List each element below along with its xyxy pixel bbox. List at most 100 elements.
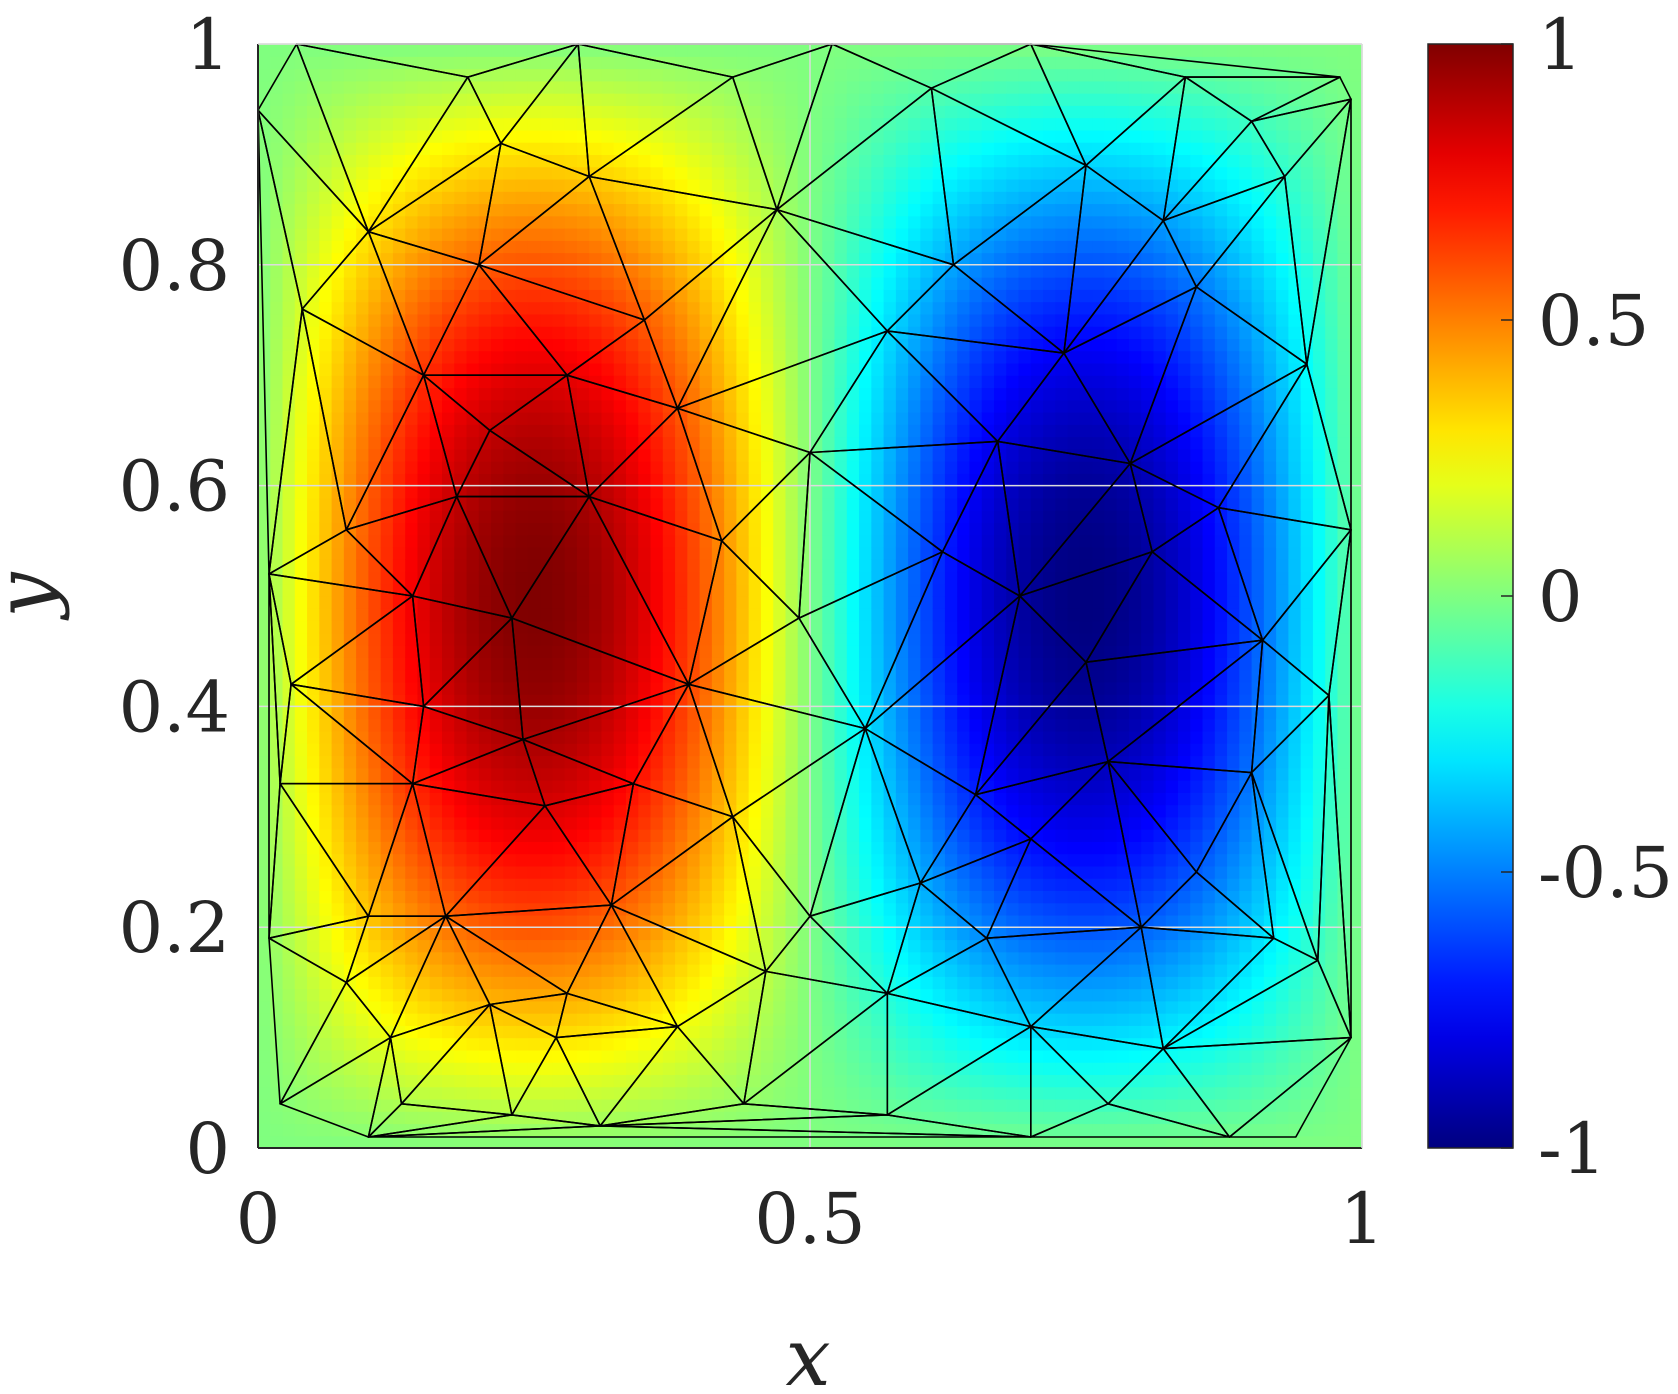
heatmap-cell bbox=[859, 559, 872, 573]
heatmap-cell bbox=[908, 718, 921, 732]
heatmap-cell bbox=[442, 105, 455, 119]
heatmap-cell bbox=[822, 804, 836, 818]
heatmap-cell bbox=[319, 546, 333, 560]
heatmap-cell bbox=[687, 1074, 701, 1088]
heatmap-cell bbox=[932, 1074, 946, 1088]
heatmap-cell bbox=[552, 215, 566, 229]
heatmap-cell bbox=[724, 56, 737, 70]
heatmap-cell bbox=[626, 215, 639, 229]
heatmap-cell bbox=[846, 865, 860, 879]
heatmap-cell bbox=[564, 350, 578, 364]
heatmap-cell bbox=[834, 473, 848, 487]
heatmap-cell bbox=[540, 534, 553, 548]
heatmap-cell bbox=[576, 1074, 590, 1088]
heatmap-cell bbox=[748, 313, 762, 327]
heatmap-cell bbox=[650, 142, 664, 155]
heatmap-cell bbox=[392, 105, 406, 119]
heatmap-cell bbox=[380, 461, 394, 474]
heatmap-cell bbox=[736, 399, 750, 413]
heatmap-cell bbox=[466, 853, 480, 867]
heatmap-cell bbox=[785, 473, 799, 487]
heatmap-cell bbox=[687, 375, 701, 389]
heatmap-cell bbox=[429, 1086, 443, 1100]
heatmap-cell bbox=[662, 387, 676, 401]
heatmap-cell bbox=[527, 706, 541, 720]
heatmap-cell bbox=[871, 228, 885, 241]
heatmap-cell bbox=[429, 657, 443, 671]
heatmap-cell bbox=[785, 743, 799, 757]
heatmap-cell bbox=[662, 939, 676, 953]
heatmap-cell bbox=[699, 203, 713, 217]
heatmap-cell bbox=[319, 277, 333, 290]
heatmap-cell bbox=[760, 338, 774, 352]
heatmap-cell bbox=[908, 473, 921, 487]
heatmap-cell bbox=[846, 902, 860, 916]
heatmap-cell bbox=[442, 743, 455, 757]
heatmap-cell bbox=[736, 1074, 750, 1088]
heatmap-cell bbox=[871, 80, 885, 94]
heatmap-cell bbox=[478, 215, 492, 229]
heatmap-cell bbox=[773, 338, 787, 352]
heatmap-cell bbox=[564, 485, 578, 499]
heatmap-cell bbox=[294, 154, 308, 168]
heatmap-cell bbox=[711, 596, 725, 609]
heatmap-cell bbox=[736, 1000, 750, 1014]
heatmap-cell bbox=[920, 951, 934, 965]
heatmap-cell bbox=[442, 878, 455, 891]
heatmap-cell bbox=[626, 1013, 639, 1026]
heatmap-cell bbox=[356, 117, 369, 131]
heatmap-cell bbox=[711, 804, 725, 818]
heatmap-cell bbox=[564, 1000, 578, 1014]
heatmap-cell bbox=[356, 534, 369, 548]
heatmap-cell bbox=[417, 743, 431, 757]
heatmap-cell bbox=[478, 645, 492, 658]
heatmap-cell bbox=[797, 841, 811, 855]
heatmap-cell bbox=[846, 277, 860, 290]
heatmap-cell bbox=[478, 1037, 492, 1051]
heatmap-cell bbox=[331, 706, 345, 720]
heatmap-cell bbox=[368, 1062, 382, 1075]
heatmap-cell bbox=[343, 902, 357, 916]
heatmap-cell bbox=[454, 289, 468, 303]
heatmap-cell bbox=[859, 129, 872, 143]
heatmap-cell bbox=[429, 277, 443, 290]
heatmap-cell bbox=[331, 620, 345, 634]
heatmap-cell bbox=[380, 338, 394, 352]
heatmap-cell bbox=[442, 939, 455, 953]
heatmap-cell bbox=[356, 645, 369, 658]
heatmap-cell bbox=[356, 338, 369, 352]
heatmap-cell bbox=[638, 988, 652, 1002]
heatmap-cell bbox=[576, 914, 590, 928]
heatmap-cell bbox=[294, 657, 308, 671]
heatmap-cell bbox=[908, 178, 921, 192]
heatmap-cell bbox=[908, 1000, 921, 1014]
heatmap-cell bbox=[895, 546, 909, 560]
heatmap-cell bbox=[810, 534, 823, 548]
heatmap-cell bbox=[736, 988, 750, 1002]
heatmap-cell bbox=[748, 1111, 762, 1125]
heatmap-cell bbox=[601, 228, 615, 241]
heatmap-cell bbox=[699, 375, 713, 389]
heatmap-cell bbox=[797, 338, 811, 352]
heatmap-cell bbox=[834, 927, 848, 941]
heatmap-cell bbox=[895, 461, 909, 474]
heatmap-cell bbox=[675, 546, 688, 560]
heatmap-cell bbox=[466, 93, 480, 106]
heatmap-cell bbox=[871, 1098, 885, 1112]
heatmap-cell bbox=[576, 264, 590, 278]
heatmap-cell bbox=[859, 669, 872, 683]
heatmap-cell bbox=[491, 1049, 504, 1063]
heatmap-cell bbox=[797, 178, 811, 192]
heatmap-cell bbox=[797, 485, 811, 499]
heatmap-cell bbox=[564, 228, 578, 241]
heatmap-cell bbox=[515, 497, 529, 511]
heatmap-cell bbox=[711, 105, 725, 119]
heatmap-cell bbox=[258, 583, 271, 597]
heatmap-cell bbox=[748, 473, 762, 487]
heatmap-cell bbox=[540, 657, 553, 671]
heatmap-cell bbox=[552, 436, 566, 450]
heatmap-cell bbox=[834, 583, 848, 597]
heatmap-cell bbox=[552, 228, 566, 241]
heatmap-cell bbox=[724, 473, 737, 487]
heatmap-cell bbox=[589, 289, 603, 303]
